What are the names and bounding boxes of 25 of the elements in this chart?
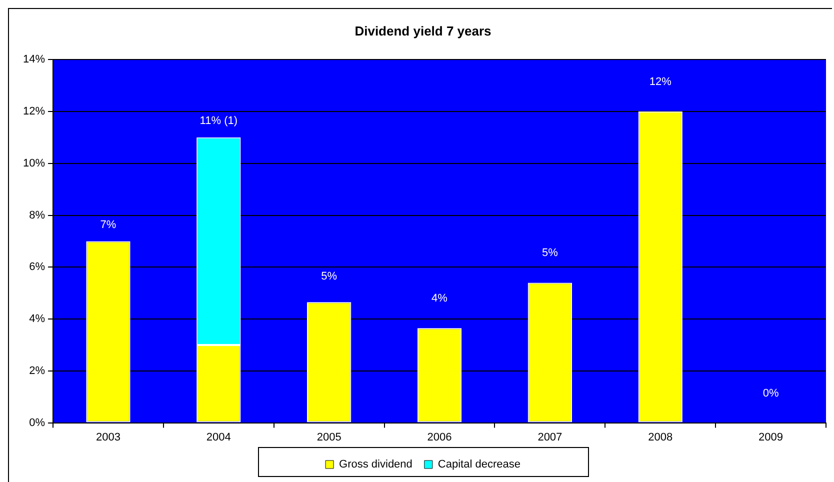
x-tick-label: 2004 xyxy=(206,431,231,444)
y-tick-label: 2% xyxy=(29,364,46,377)
y-tick-label: 10% xyxy=(22,157,46,170)
legend-label: Capital decrease xyxy=(438,458,520,471)
x-tick-label: 2003 xyxy=(96,431,120,444)
total-label: 0% xyxy=(762,387,779,400)
total-label: 5% xyxy=(542,247,558,260)
total-label: 5% xyxy=(321,270,338,283)
total-label: 11% (1) xyxy=(200,115,238,128)
y-tick-label: 12% xyxy=(22,106,46,118)
y-tick-label: 8% xyxy=(29,209,46,222)
legend-label: Gross dividend xyxy=(339,458,412,471)
x-tick-label: 2007 xyxy=(538,431,562,444)
total-label: 7% xyxy=(100,218,116,231)
x-tick-label: 2009 xyxy=(758,431,784,444)
y-tick-label: 0% xyxy=(29,416,46,429)
y-tick-label: 6% xyxy=(29,261,46,274)
chart-title: Dividend yield 7 years xyxy=(354,23,492,38)
y-tick-label: 14% xyxy=(22,54,46,66)
x-tick-label: 2005 xyxy=(316,431,342,444)
y-tick-label: 4% xyxy=(29,313,46,326)
x-tick-label: 2008 xyxy=(648,431,673,444)
x-tick-label: 2006 xyxy=(427,431,452,444)
total-label: 4% xyxy=(432,292,448,305)
total-label: 12% xyxy=(649,76,672,88)
